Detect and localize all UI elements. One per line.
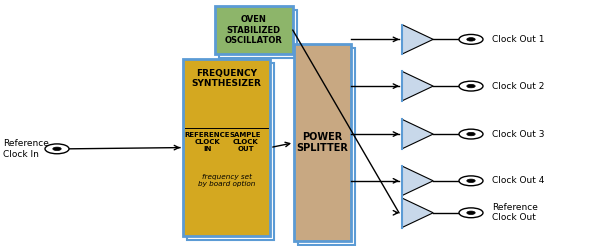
Text: FREQUENCY
SYNTHESIZER: FREQUENCY SYNTHESIZER: [191, 69, 262, 88]
Text: Clock Out 2: Clock Out 2: [492, 82, 544, 91]
FancyBboxPatch shape: [215, 6, 293, 54]
Text: Reference
Clock Out: Reference Clock Out: [492, 203, 538, 222]
Polygon shape: [402, 166, 433, 196]
Text: Clock Out 3: Clock Out 3: [492, 130, 545, 138]
Circle shape: [467, 84, 475, 88]
Polygon shape: [402, 71, 433, 101]
Text: Clock Out 1: Clock Out 1: [492, 35, 545, 44]
Text: OVEN
STABILIZED
OSCILLATOR: OVEN STABILIZED OSCILLATOR: [225, 15, 283, 45]
Circle shape: [459, 176, 483, 186]
Text: POWER
SPLITTER: POWER SPLITTER: [296, 132, 349, 154]
Text: Clock Out 4: Clock Out 4: [492, 176, 544, 185]
Text: REFERENCE
CLOCK
IN: REFERENCE CLOCK IN: [185, 132, 230, 152]
FancyBboxPatch shape: [294, 44, 351, 241]
Polygon shape: [402, 119, 433, 149]
Text: frequency set
by board option: frequency set by board option: [198, 173, 255, 187]
Circle shape: [467, 132, 475, 136]
Circle shape: [459, 34, 483, 44]
Circle shape: [45, 144, 69, 154]
Circle shape: [467, 211, 475, 215]
Polygon shape: [402, 198, 433, 228]
Circle shape: [459, 208, 483, 218]
FancyBboxPatch shape: [183, 59, 270, 236]
Circle shape: [53, 147, 61, 151]
Circle shape: [459, 81, 483, 91]
Polygon shape: [402, 25, 433, 54]
Text: SAMPLE
CLOCK
OUT: SAMPLE CLOCK OUT: [230, 132, 262, 152]
Circle shape: [467, 179, 475, 183]
Text: Reference
Clock In: Reference Clock In: [3, 139, 49, 158]
Circle shape: [459, 129, 483, 139]
Circle shape: [467, 38, 475, 41]
